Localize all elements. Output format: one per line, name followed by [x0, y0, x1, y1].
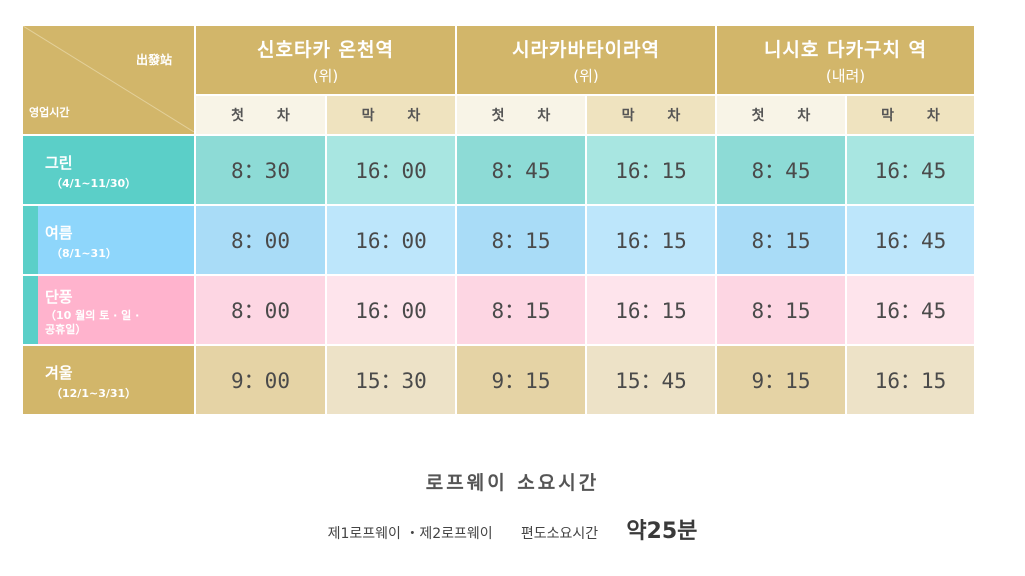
- one-way-duration-value: 약25분: [626, 519, 698, 544]
- ropeway-duration-line: 제1로프웨이 ・제2로프웨이 편도소요시간 약25분: [0, 513, 1025, 545]
- season-name: 그린: [45, 154, 73, 172]
- season-range: （8/1~31）: [51, 247, 117, 260]
- time-cell: 8：30: [196, 136, 325, 204]
- time-cell: 16：45: [847, 136, 974, 204]
- last-train-header: 막 차: [327, 96, 455, 134]
- season-name: 겨울: [45, 364, 73, 382]
- season-label-autumn: 단풍 （10 월의 토 · 일 · 공휴일）: [23, 276, 194, 344]
- station-direction: (내려): [825, 66, 866, 85]
- station-name: 니시호 다카구치 역: [763, 38, 928, 61]
- time-cell: 16：15: [587, 206, 715, 274]
- time-cell: 16：00: [327, 136, 455, 204]
- station-header-nishihotaka: 니시호 다카구치 역 (내려): [717, 26, 974, 94]
- operating-hours-label: 영업시간: [29, 106, 70, 119]
- time-cell: 8：15: [717, 206, 845, 274]
- time-cell: 8：15: [717, 276, 845, 344]
- time-cell: 16：15: [587, 276, 715, 344]
- time-cell: 15：30: [327, 346, 455, 414]
- diagonal-divider: [23, 26, 194, 132]
- last-train-header: 막 차: [587, 96, 715, 134]
- station-direction: (위): [312, 66, 339, 85]
- time-cell: 8：00: [196, 276, 325, 344]
- time-cell: 8：15: [457, 276, 585, 344]
- time-cell: 8：45: [717, 136, 845, 204]
- first-train-header: 첫 차: [196, 96, 325, 134]
- time-cell: 16：45: [847, 276, 974, 344]
- time-cell: 8：45: [457, 136, 585, 204]
- time-cell: 8：15: [457, 206, 585, 274]
- timetable: 出發站 영업시간 신호타카 온천역 (위) 시라카바타이라역 (위) 니시호 다…: [23, 26, 974, 414]
- season-name: 여름: [45, 224, 73, 242]
- ropeway-duration-title: 로프웨이 소요시간: [425, 472, 600, 494]
- time-cell: 9：00: [196, 346, 325, 414]
- ropeway-routes: 제1로프웨이 ・제2로프웨이: [327, 526, 493, 542]
- last-train-header: 막 차: [847, 96, 974, 134]
- station-header-shirakabadaira: 시라카바타이라역 (위): [457, 26, 715, 94]
- departure-station-label: 出發站: [135, 53, 172, 67]
- time-cell: 9：15: [717, 346, 845, 414]
- station-header-shinhotaka: 신호타카 온천역 (위): [196, 26, 455, 94]
- station-direction: (위): [573, 66, 599, 85]
- time-cell: 9：15: [457, 346, 585, 414]
- season-range: （12/1~3/31）: [51, 387, 137, 400]
- season-label-summer: 여름 （8/1~31）: [23, 206, 194, 274]
- time-cell: 8：00: [196, 206, 325, 274]
- table-corner-header: 出發站 영업시간: [23, 26, 194, 134]
- time-cell: 16：15: [587, 136, 715, 204]
- station-name: 시라카바타이라역: [512, 38, 660, 61]
- season-range: （10 월의 토 · 일 · 공휴일）: [45, 309, 140, 336]
- station-name: 신호타카 온천역: [257, 38, 394, 61]
- one-way-duration-label: 편도소요시간: [520, 526, 599, 542]
- season-label-green: 그린 （4/1~11/30）: [23, 136, 194, 204]
- time-cell: 16：15: [847, 346, 974, 414]
- time-cell: 16：00: [327, 206, 455, 274]
- time-cell: 16：00: [327, 276, 455, 344]
- first-train-header: 첫 차: [457, 96, 585, 134]
- time-cell: 16：45: [847, 206, 974, 274]
- season-name: 단풍: [45, 288, 73, 306]
- season-range: （4/1~11/30）: [51, 177, 137, 190]
- first-train-header: 첫 차: [717, 96, 845, 134]
- season-label-winter: 겨울 （12/1~3/31）: [23, 346, 194, 414]
- time-cell: 15：45: [587, 346, 715, 414]
